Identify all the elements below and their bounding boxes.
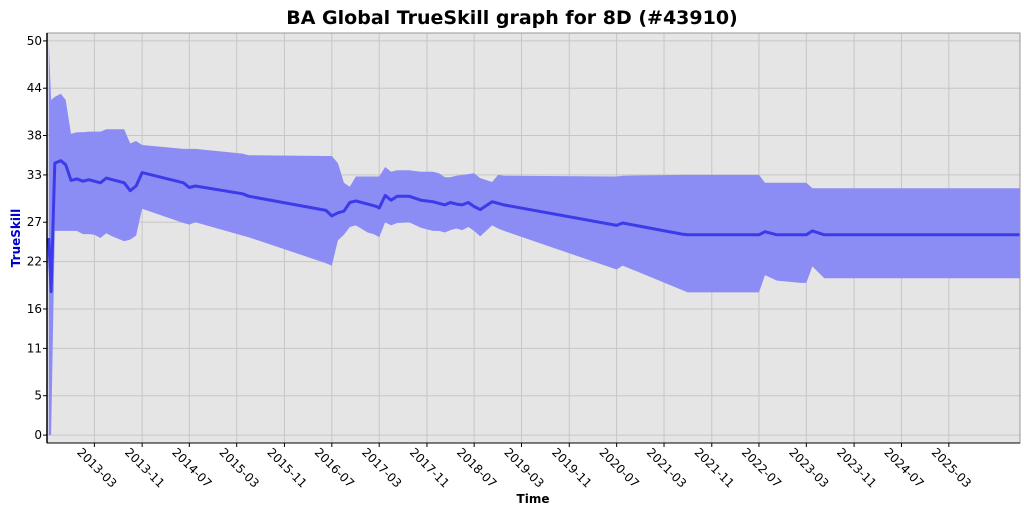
- x-tick-label: 2025-03: [929, 445, 974, 490]
- x-tick-label: 2020-07: [597, 445, 642, 490]
- y-tick-label: 27: [27, 215, 42, 229]
- y-tick-label: 16: [27, 302, 42, 316]
- x-tick-label: 2021-03: [644, 445, 689, 490]
- x-tick-label: 2014-07: [169, 445, 214, 490]
- y-tick-label: 44: [27, 81, 42, 95]
- x-tick-label: 2015-03: [217, 445, 262, 490]
- x-tick-label: 2023-03: [786, 445, 831, 490]
- x-tick-labels: 2013-03 2013-11 2014-07 2015-03 2015-11 2016-…: [74, 443, 974, 491]
- y-axis-label: TrueSkill: [9, 209, 23, 267]
- trueskill-series-line: [47, 159, 1020, 294]
- x-axis-label: Time: [517, 492, 550, 506]
- y-tick-label: 33: [27, 168, 42, 182]
- x-tick-label: 2019-11: [549, 445, 594, 490]
- x-tick-label: 2013-11: [122, 445, 167, 490]
- x-tick-label: 2016-07: [312, 445, 357, 490]
- x-tick-label: 2018-07: [454, 445, 499, 490]
- y-tick-label: 50: [27, 34, 42, 48]
- uncertainty-band: [48, 40, 1021, 436]
- x-tick-label: 2023-11: [834, 445, 879, 490]
- y-tick-label: 22: [27, 255, 42, 269]
- x-tick-label: 2015-11: [264, 445, 309, 490]
- y-tick-label: 5: [34, 389, 42, 403]
- x-tick-label: 2017-11: [407, 445, 452, 490]
- x-tick-label: 2013-03: [74, 445, 119, 490]
- x-tick-label: 2019-03: [501, 445, 546, 490]
- y-tick-label: 11: [27, 341, 42, 355]
- y-tick-labels: 0 5 11 16 22 27 33 38 44 50: [27, 34, 47, 442]
- x-tick-label: 2024-07: [881, 445, 926, 490]
- y-tick-label: 0: [34, 428, 42, 442]
- x-tick-label: 2021-11: [692, 445, 737, 490]
- x-tick-label: 2022-07: [739, 445, 784, 490]
- chart-title: BA Global TrueSkill graph for 8D (#43910…: [286, 7, 737, 29]
- x-tick-label: 2017-03: [359, 445, 404, 490]
- y-tick-label: 38: [27, 129, 42, 143]
